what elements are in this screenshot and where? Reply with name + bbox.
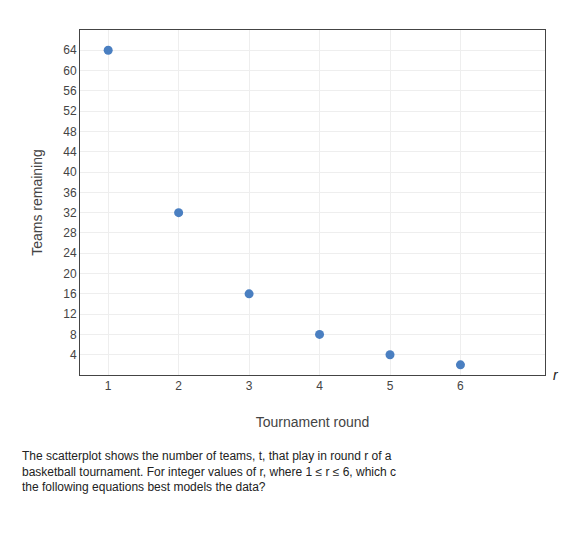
svg-text:56: 56: [63, 84, 77, 98]
svg-text:1: 1: [105, 379, 112, 393]
svg-text:64: 64: [63, 43, 77, 57]
svg-text:r: r: [553, 367, 559, 383]
svg-text:Teams remaining: Teams remaining: [29, 149, 45, 256]
svg-text:The scatterplot shows the numb: The scatterplot shows the number of team…: [22, 449, 396, 494]
svg-text:3: 3: [246, 379, 253, 393]
svg-text:36: 36: [63, 186, 77, 200]
svg-text:40: 40: [63, 165, 77, 179]
svg-text:60: 60: [63, 64, 77, 78]
svg-text:5: 5: [387, 379, 394, 393]
svg-text:44: 44: [63, 145, 77, 159]
svg-text:8: 8: [70, 328, 77, 342]
svg-text:28: 28: [63, 226, 77, 240]
svg-text:4: 4: [316, 379, 323, 393]
svg-text:16: 16: [63, 287, 77, 301]
svg-text:2: 2: [175, 379, 182, 393]
svg-text:24: 24: [63, 246, 77, 260]
svg-text:52: 52: [63, 104, 77, 118]
svg-text:6: 6: [457, 379, 464, 393]
svg-text:4: 4: [70, 348, 77, 362]
svg-text:20: 20: [63, 267, 77, 281]
svg-text:32: 32: [63, 206, 77, 220]
svg-text:12: 12: [63, 307, 77, 321]
svg-text:48: 48: [63, 125, 77, 139]
svg-text:Tournament round: Tournament round: [256, 414, 370, 430]
